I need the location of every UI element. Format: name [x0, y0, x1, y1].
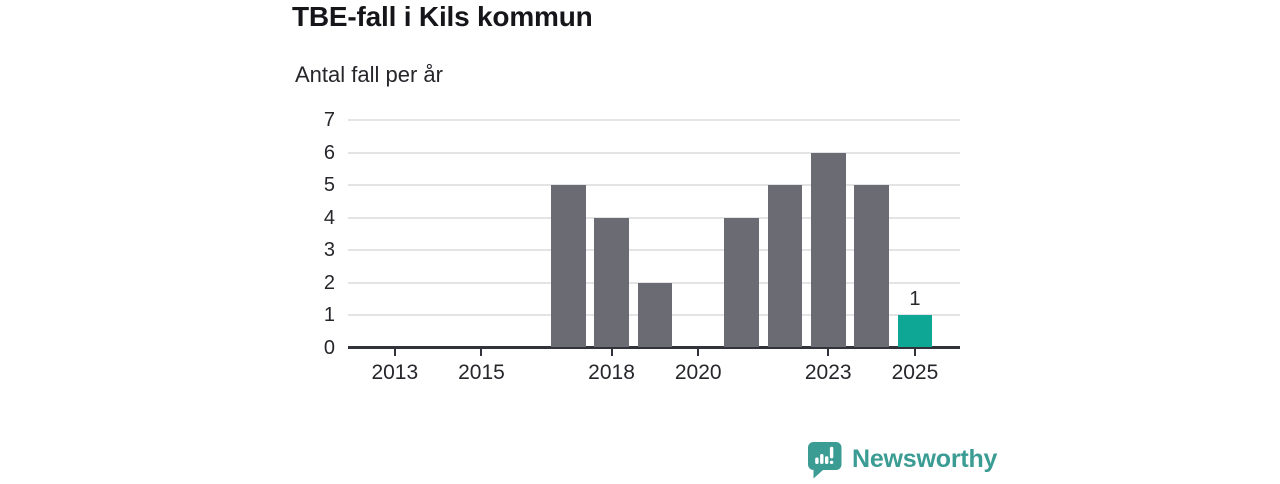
bar-2017	[550, 185, 586, 347]
bar-2021	[724, 217, 759, 347]
bar-value-label: 1	[909, 288, 921, 311]
x-axis-tick	[913, 349, 916, 356]
x-axis-tick	[697, 349, 700, 356]
bar-2023	[810, 152, 846, 347]
gridline	[348, 151, 960, 154]
x-axis-tick	[827, 349, 830, 356]
y-axis-tick-label: 3	[323, 239, 335, 262]
x-axis-line	[348, 346, 960, 349]
y-axis-tick-label: 4	[323, 206, 335, 229]
x-axis-tick-label: 2020	[674, 361, 722, 384]
gridline	[348, 249, 960, 252]
bar-2025	[897, 315, 933, 347]
bar-2019	[637, 282, 673, 347]
gridline	[348, 184, 960, 187]
newsworthy-wordmark: Newsworthy	[852, 445, 998, 473]
gridline	[348, 216, 960, 219]
y-axis-tick-label: 1	[323, 304, 335, 327]
newsworthy-bar-chart-speech-bubble-icon	[806, 440, 843, 479]
x-axis-tick	[480, 349, 483, 356]
y-axis-tick-label: 0	[323, 337, 335, 359]
x-axis-tick-label: 2023	[804, 361, 852, 384]
newsworthy-logo[interactable]: Newsworthy	[806, 440, 997, 479]
y-axis-tick-label: 2	[323, 271, 335, 294]
x-axis-tick	[393, 349, 396, 356]
x-axis-tick-label: 2015	[458, 361, 505, 384]
x-axis-tick-label: 2018	[588, 361, 635, 384]
y-axis-tick-label: 7	[323, 109, 335, 131]
chart-subtitle: Antal fall per år	[295, 62, 443, 87]
chart-title: TBE-fall i Kils kommun	[292, 1, 593, 32]
bar-2024	[854, 185, 889, 347]
x-axis-tick-label: 2013	[371, 361, 419, 384]
bar-2022	[767, 185, 803, 347]
bar-2018	[594, 217, 629, 347]
x-axis-tick-label: 2025	[891, 361, 939, 384]
x-axis-tick	[610, 349, 613, 356]
gridline	[348, 119, 960, 121]
y-axis-tick-label: 5	[323, 174, 335, 197]
y-axis-tick-label: 6	[323, 141, 335, 164]
